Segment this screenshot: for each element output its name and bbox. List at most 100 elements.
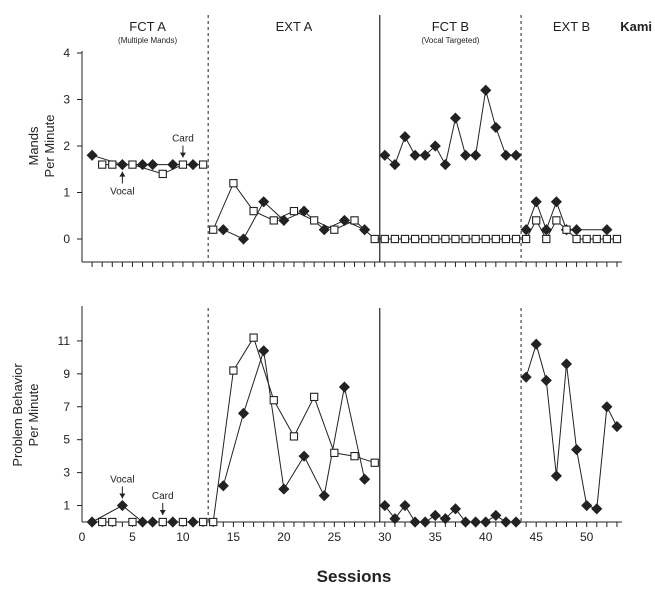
point-diamond-1-8 <box>258 345 270 357</box>
point-diamond-0-34 <box>601 224 613 236</box>
point-diamond-0-21 <box>449 112 462 124</box>
point-square-0-0 <box>98 160 107 169</box>
point-square-1-9 <box>269 396 278 405</box>
x-tick-label-5: 25 <box>328 530 342 544</box>
point-diamond-1-14 <box>379 499 391 512</box>
point-diamond-1-30 <box>540 374 552 386</box>
point-diamond-0-14 <box>379 149 391 161</box>
point-diamond-0-18 <box>419 149 431 161</box>
point-diamond-0-30 <box>540 224 552 236</box>
point-square-0-14 <box>370 234 379 244</box>
point-square-1-2 <box>128 517 137 527</box>
point-square-0-12 <box>330 225 339 234</box>
point-square-0-35 <box>582 234 591 244</box>
y-tick-label-4: 9 <box>63 367 70 381</box>
point-diamond-0-11 <box>318 224 330 236</box>
point-square-1-13 <box>350 452 359 461</box>
series-0-line-3 <box>525 342 618 510</box>
point-diamond-1-28 <box>520 371 532 383</box>
point-square-0-1 <box>108 160 117 169</box>
point-diamond-0-16 <box>399 131 411 143</box>
y-axis-title-line-1: Per Minute <box>42 115 57 178</box>
point-diamond-1-26 <box>500 516 512 528</box>
point-square-0-22 <box>451 234 460 244</box>
point-diamond-1-19 <box>429 509 441 521</box>
point-square-0-20 <box>431 234 440 244</box>
point-diamond-1-24 <box>480 516 492 528</box>
point-square-0-3 <box>158 169 167 179</box>
point-diamond-0-27 <box>510 149 522 161</box>
y-axis-title-line-0: Mands <box>26 126 41 166</box>
point-square-0-33 <box>562 225 571 234</box>
point-square-0-6 <box>209 225 218 234</box>
point-square-0-18 <box>410 234 420 244</box>
y-tick-label-5: 11 <box>58 334 71 348</box>
point-diamond-0-26 <box>500 149 512 161</box>
point-diamond-1-11 <box>318 490 330 502</box>
point-square-1-8 <box>249 333 258 342</box>
point-diamond-1-32 <box>560 358 573 370</box>
point-diamond-0-9 <box>278 214 290 226</box>
y-tick-label-1: 3 <box>63 466 70 480</box>
point-square-0-38 <box>612 234 622 244</box>
x-tick-label-1: 5 <box>129 530 136 544</box>
annotation-arrowhead-1 <box>159 510 166 515</box>
y-tick-label-3: 7 <box>63 400 70 414</box>
point-diamond-0-6 <box>217 224 229 236</box>
phase-labels: FCT A (Multiple Mands) EXT A FCT B (Vocal Ta… <box>118 19 590 45</box>
point-diamond-0-0 <box>86 149 98 161</box>
point-square-1-10 <box>289 432 299 441</box>
point-square-0-4 <box>178 160 188 169</box>
point-diamond-1-10 <box>298 450 310 462</box>
mands-panel: 0 1 2 3 4 MandsPer Minute Vocal Card <box>26 15 622 267</box>
point-square-0-9 <box>269 216 278 225</box>
point-diamond-0-23 <box>470 149 482 161</box>
point-square-0-16 <box>390 234 400 244</box>
point-square-0-23 <box>461 234 470 244</box>
point-square-1-14 <box>370 458 379 467</box>
point-diamond-1-7 <box>237 407 250 419</box>
point-square-1-5 <box>198 517 208 527</box>
point-diamond-1-9 <box>278 483 290 495</box>
point-diamond-0-22 <box>459 149 472 161</box>
point-diamond-1-17 <box>409 516 421 528</box>
point-square-0-11 <box>309 216 319 225</box>
y-axis-title: MandsPer Minute <box>26 115 57 178</box>
point-diamond-1-18 <box>419 516 431 528</box>
annotation-label-0: Vocal <box>110 475 134 486</box>
point-square-1-0 <box>98 517 107 527</box>
point-diamond-0-31 <box>550 196 562 208</box>
y-axis-title: Problem BehaviorPer Minute <box>10 363 41 467</box>
y-tick-label-3: 3 <box>63 93 70 107</box>
phase-label-0: FCT A <box>129 19 166 34</box>
phase-label-2: FCT B <box>432 19 469 34</box>
point-diamond-0-7 <box>237 233 250 245</box>
point-diamond-0-19 <box>429 140 441 152</box>
point-diamond-1-15 <box>389 513 401 525</box>
point-square-0-27 <box>501 234 511 244</box>
x-tick-label-2: 10 <box>176 530 190 544</box>
point-diamond-0-8 <box>258 196 270 208</box>
point-diamond-0-17 <box>409 149 421 161</box>
point-diamond-1-35 <box>591 503 603 515</box>
point-diamond-1-36 <box>601 401 613 413</box>
point-square-0-8 <box>249 206 258 216</box>
point-diamond-1-27 <box>510 516 522 528</box>
point-square-0-10 <box>289 206 299 216</box>
point-square-1-4 <box>178 517 188 527</box>
point-diamond-1-34 <box>581 499 593 512</box>
point-square-0-25 <box>481 234 490 244</box>
point-square-0-30 <box>532 216 541 225</box>
phase-sublabel-2: (Vocal Targeted) <box>421 36 479 45</box>
x-tick-label-9: 45 <box>530 530 544 544</box>
phase-label-1: EXT A <box>276 19 313 34</box>
x-tick-label-6: 30 <box>378 530 392 544</box>
point-square-0-7 <box>229 179 238 188</box>
point-diamond-1-37 <box>611 420 623 433</box>
point-diamond-0-24 <box>480 84 492 96</box>
point-diamond-1-33 <box>571 444 583 456</box>
point-square-1-11 <box>309 392 319 402</box>
point-square-1-6 <box>209 517 218 527</box>
phase-sublabel-0: (Multiple Mands) <box>118 36 177 45</box>
